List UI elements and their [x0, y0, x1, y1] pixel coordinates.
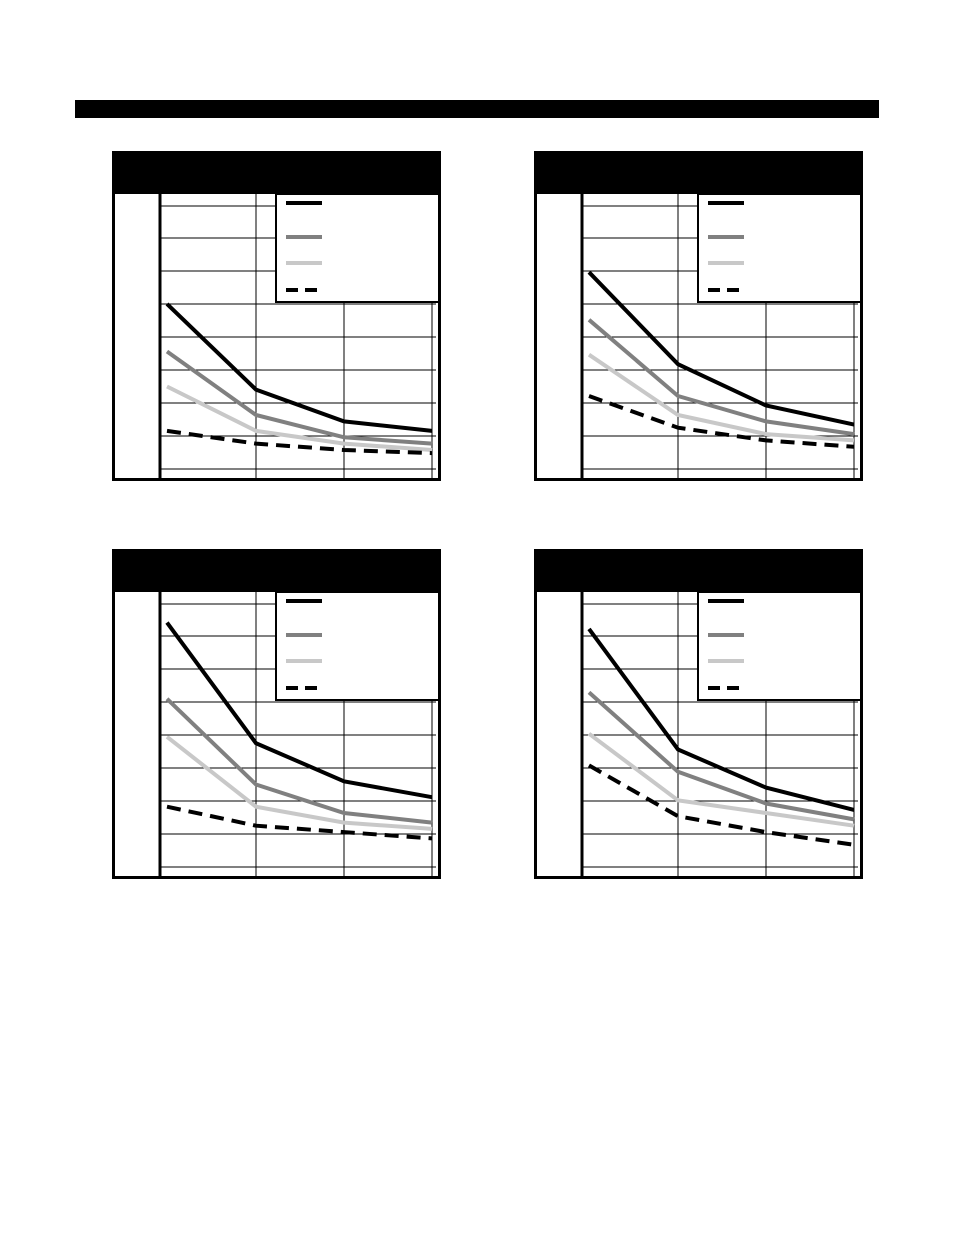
series-line-solid-gray	[587, 690, 855, 822]
series-line-solid-gray	[587, 318, 855, 437]
series-line-solid-lightgray	[166, 384, 433, 452]
chart-bottom-left	[112, 549, 441, 879]
chart-bottom-right	[534, 549, 863, 879]
chart-svg	[112, 549, 441, 879]
legend-box	[697, 193, 862, 303]
chart-svg	[534, 151, 863, 481]
series-line-solid-black	[165, 302, 433, 433]
series-line-solid-gray	[165, 349, 433, 446]
chart-top-left	[112, 151, 441, 481]
legend-box	[275, 193, 440, 303]
series-line-solid-black	[587, 627, 855, 812]
chart-top-right	[534, 151, 863, 481]
page-header-bar	[75, 100, 879, 118]
chart-header-band	[534, 151, 863, 194]
chart-header-band	[112, 549, 441, 592]
legend-box	[697, 591, 862, 701]
series-line-solid-black	[165, 621, 433, 800]
chart-svg	[534, 549, 863, 879]
series-line-solid-lightgray	[165, 735, 433, 831]
series-line-solid-black	[587, 270, 855, 427]
series-line-solid-lightgray	[587, 732, 855, 828]
series-line-dashed-black	[588, 763, 855, 847]
legend-box	[275, 591, 440, 701]
chart-svg	[112, 151, 441, 481]
chart-header-band	[534, 549, 863, 592]
series-line-dashed-black	[166, 428, 433, 456]
series-line-solid-lightgray	[587, 353, 855, 443]
series-line-dashed-black	[588, 394, 855, 449]
series-line-solid-gray	[165, 697, 433, 825]
series-line-dashed-black	[166, 804, 433, 841]
chart-header-band	[112, 151, 441, 194]
